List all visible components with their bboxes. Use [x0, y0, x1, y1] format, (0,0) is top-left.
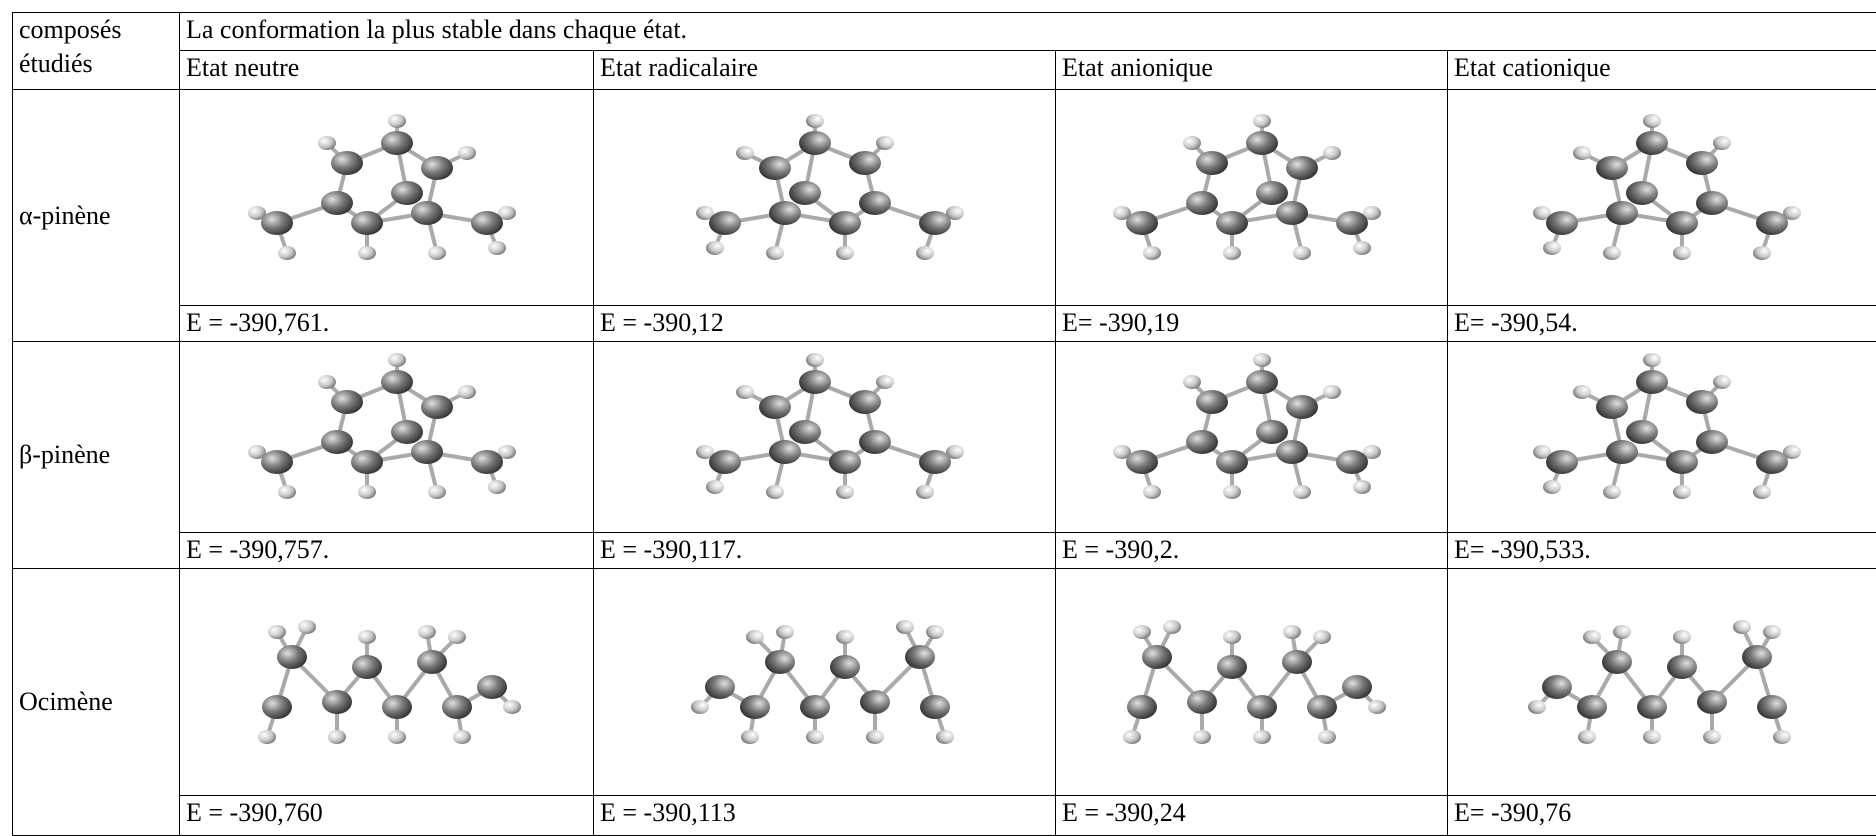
molecule-image: [1102, 113, 1402, 283]
name: Ocimène: [13, 569, 180, 836]
image-row: α-pinène: [13, 90, 1876, 306]
structure-cell: [1056, 90, 1448, 306]
title-cell: La conformation la plus stable dans chaq…: [180, 13, 1876, 51]
molecule-image: [1512, 113, 1812, 283]
energy-cell: E = -390,760: [180, 796, 594, 836]
structure-cell: [180, 569, 594, 796]
energy-row: E = -390,757.E = -390,117.E = -390,2.E= …: [13, 533, 1876, 569]
molecule-image: [237, 597, 537, 767]
molecule-image: [675, 597, 975, 767]
image-row: Ocimène: [13, 569, 1876, 796]
energy-cell: E = -390,2.: [1056, 533, 1448, 569]
energy-cell: E= -390,76: [1448, 796, 1876, 836]
states-row: Etat neutre Etat radicalaire Etat anioni…: [13, 51, 1876, 90]
energy-cell: E = -390,757.: [180, 533, 594, 569]
state-cell: Etat neutre: [180, 51, 594, 90]
molecule: [248, 114, 516, 260]
structure-cell: [1056, 569, 1448, 796]
energy-cell: E= -390,533.: [1448, 533, 1876, 569]
molecule: [691, 620, 954, 744]
state-cell: Etat anionique: [1056, 51, 1448, 90]
molecule: [258, 620, 521, 744]
molecule: [1528, 620, 1791, 744]
label-line: composés: [19, 13, 173, 47]
energy-cell: E = -390,113: [594, 796, 1056, 836]
structure-cell: [1448, 569, 1876, 796]
energy-cell: E= -390,19: [1056, 306, 1448, 342]
results-table: composés étudiés La conformation la plus…: [12, 12, 1876, 836]
page: composés étudiés La conformation la plus…: [0, 0, 1876, 835]
molecule-image: [675, 113, 975, 283]
structure-cell: [594, 90, 1056, 306]
molecule-image: [1102, 352, 1402, 522]
molecule: [1533, 114, 1801, 260]
state-cell: Etat cationique: [1448, 51, 1876, 90]
energy-cell: E = -390,761.: [180, 306, 594, 342]
molecule-image: [237, 352, 537, 522]
state-cell: Etat radicalaire: [594, 51, 1056, 90]
molecule-image: [1102, 597, 1402, 767]
name: β-pinène: [13, 342, 180, 569]
molecule: [1123, 620, 1386, 744]
molecule: [1533, 353, 1801, 499]
molecule: [696, 353, 964, 499]
energy-cell: E = -390,12: [594, 306, 1056, 342]
energy-cell: E= -390,54.: [1448, 306, 1876, 342]
table-body: composés étudiés La conformation la plus…: [13, 13, 1876, 836]
molecule: [248, 353, 516, 499]
energy-cell: E = -390,117.: [594, 533, 1056, 569]
structure-cell: [1448, 90, 1876, 306]
molecule-image: [1512, 597, 1812, 767]
molecule: [696, 114, 964, 260]
molecule-image: [1512, 352, 1812, 522]
header-row: composés étudiés La conformation la plus…: [13, 13, 1876, 51]
name: α-pinène: [13, 90, 180, 342]
structure-cell: [1056, 342, 1448, 533]
molecule-image: [237, 113, 537, 283]
structure-cell: [180, 342, 594, 533]
label-cell: composés étudiés: [13, 13, 180, 90]
label-line: étudiés: [19, 47, 173, 81]
structure-cell: [594, 342, 1056, 533]
structure-cell: [180, 90, 594, 306]
energy-cell: E = -390,24: [1056, 796, 1448, 836]
molecule-image: [675, 352, 975, 522]
structure-cell: [594, 569, 1056, 796]
molecule: [1113, 114, 1381, 260]
molecule: [1113, 353, 1381, 499]
image-row: β-pinène: [13, 342, 1876, 533]
structure-cell: [1448, 342, 1876, 533]
